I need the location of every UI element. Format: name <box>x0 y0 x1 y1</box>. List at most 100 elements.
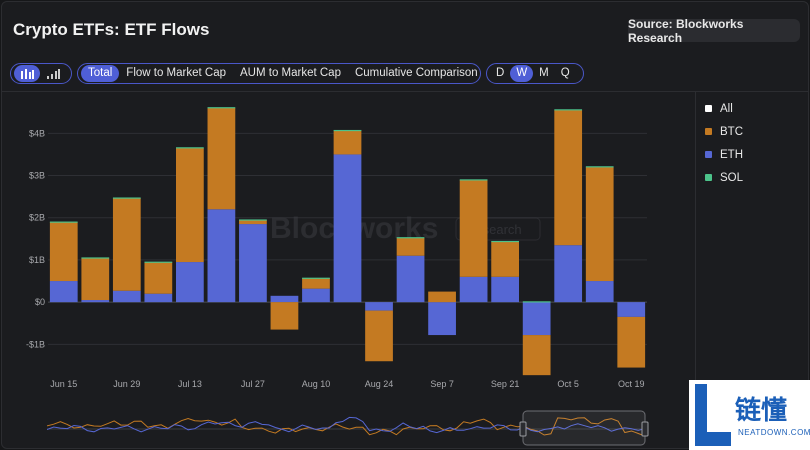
bar-btc[interactable] <box>428 291 456 303</box>
bar-eth[interactable] <box>491 276 520 303</box>
bar-eth[interactable] <box>49 281 78 303</box>
legend-swatch <box>705 151 712 158</box>
bar-btc[interactable] <box>81 257 110 301</box>
bar-sol[interactable] <box>239 219 267 221</box>
bar-eth[interactable] <box>175 262 204 303</box>
x-tick-label: Oct 5 <box>557 379 579 389</box>
bar-sol[interactable] <box>522 301 551 303</box>
bar-btc[interactable] <box>207 108 236 210</box>
bar-eth[interactable] <box>365 302 393 311</box>
badge-cn: 链懂 <box>735 396 788 426</box>
bar-btc[interactable] <box>302 278 330 289</box>
bar-sol[interactable] <box>81 257 110 259</box>
bar-btc[interactable] <box>459 179 488 277</box>
range-handle-left[interactable] <box>519 421 527 437</box>
tab-flow-to-market-cap[interactable]: Flow to Market Cap <box>126 67 226 79</box>
legend-item-btc[interactable]: BTC <box>705 120 743 143</box>
range-handle-right[interactable] <box>641 421 649 437</box>
legend-label: SOL <box>720 171 744 184</box>
bar-btc[interactable] <box>617 316 646 368</box>
legend: All BTC ETH SOL <box>705 97 743 189</box>
bar-eth[interactable] <box>207 209 236 303</box>
bar-eth[interactable] <box>112 290 141 303</box>
bar-eth[interactable] <box>554 245 583 303</box>
bar-sol[interactable] <box>144 261 173 263</box>
x-tick-label: Aug 24 <box>365 379 394 389</box>
period-q[interactable]: Q <box>560 67 570 79</box>
bar-btc[interactable] <box>554 110 583 246</box>
header-divider <box>2 91 808 92</box>
period-m[interactable]: M <box>539 67 549 79</box>
bar-eth[interactable] <box>270 295 299 303</box>
bar-eth[interactable] <box>522 302 551 336</box>
legend-item-sol[interactable]: SOL <box>705 166 743 189</box>
bar-sol[interactable] <box>49 221 78 223</box>
range-navigator[interactable] <box>47 407 687 447</box>
y-tick-label: -$1B <box>26 339 45 349</box>
x-tick-label: Oct 19 <box>618 379 645 389</box>
bar-sol[interactable] <box>491 240 520 243</box>
bar-eth[interactable] <box>144 293 173 303</box>
legend-label: All <box>720 102 733 115</box>
x-tick-label: Jun 15 <box>50 379 77 389</box>
bar-btc[interactable] <box>49 221 78 282</box>
bar-btc[interactable] <box>585 167 614 282</box>
legend-swatch <box>705 128 712 135</box>
y-tick-label: $1B <box>29 255 45 265</box>
bar-sol[interactable] <box>175 147 204 149</box>
y-tick-label: $2B <box>29 213 45 223</box>
legend-item-eth[interactable]: ETH <box>705 143 743 166</box>
signal-bars-icon[interactable] <box>40 65 66 82</box>
bar-eth[interactable] <box>396 255 425 303</box>
flows-chart: -$1B$0$1B$2B$3B$4B Blockworks Research J… <box>26 107 647 389</box>
y-tick-label: $4B <box>29 128 45 138</box>
legend-item-all[interactable]: All <box>705 97 743 120</box>
bar-btc[interactable] <box>365 310 393 362</box>
tab-aum-to-market-cap[interactable]: AUM to Market Cap <box>240 67 341 79</box>
bar-eth[interactable] <box>585 281 614 303</box>
bar-sol[interactable] <box>554 109 583 111</box>
badge-en: NEATDOWN.COM <box>738 428 810 437</box>
range-window[interactable] <box>522 410 646 446</box>
legend-label: BTC <box>720 125 743 138</box>
legend-label: ETH <box>720 148 743 161</box>
x-tick-label: Jun 29 <box>113 379 140 389</box>
bar-sol[interactable] <box>207 107 236 109</box>
period-w[interactable]: W <box>510 65 534 82</box>
bar-btc[interactable] <box>175 148 204 263</box>
bar-eth[interactable] <box>428 302 456 336</box>
bar-eth[interactable] <box>333 154 362 303</box>
bar-btc[interactable] <box>112 197 141 291</box>
chart-type-toggle <box>10 63 72 84</box>
source-button[interactable]: Source: Blockworks Research <box>628 17 800 45</box>
bar-sol[interactable] <box>333 129 362 132</box>
bar-btc[interactable] <box>522 335 551 376</box>
period-d[interactable]: D <box>496 67 505 79</box>
bar-btc[interactable] <box>396 237 425 256</box>
bar-sol[interactable] <box>396 237 425 239</box>
x-tick-label: Jul 27 <box>241 379 265 389</box>
x-tick-label: Aug 10 <box>302 379 331 389</box>
bar-sol[interactable] <box>302 277 330 279</box>
x-tick-label: Sep 7 <box>430 379 454 389</box>
bar-sol[interactable] <box>112 197 141 199</box>
bar-btc[interactable] <box>270 302 299 330</box>
view-tabs: Total Flow to Market Cap AUM to Market Cap… <box>77 63 481 84</box>
tab-cumulative-comparison[interactable]: Cumulative Comparison <box>354 67 478 79</box>
bar-btc[interactable] <box>333 130 362 155</box>
bar-chart-icon[interactable] <box>14 65 40 82</box>
bar-eth[interactable] <box>302 288 330 303</box>
bar-btc[interactable] <box>491 241 520 277</box>
bar-eth[interactable] <box>239 224 267 303</box>
bar-btc[interactable] <box>144 262 173 294</box>
tab-total[interactable]: Total <box>81 65 120 82</box>
y-tick-label: $0 <box>35 297 45 307</box>
legend-divider <box>695 92 696 392</box>
bar-eth[interactable] <box>81 300 110 303</box>
bar-sol[interactable] <box>585 166 614 168</box>
bar-sol[interactable] <box>459 179 488 181</box>
bar-btc[interactable] <box>239 219 267 225</box>
bar-eth[interactable] <box>617 302 646 317</box>
bar-eth[interactable] <box>459 276 488 303</box>
